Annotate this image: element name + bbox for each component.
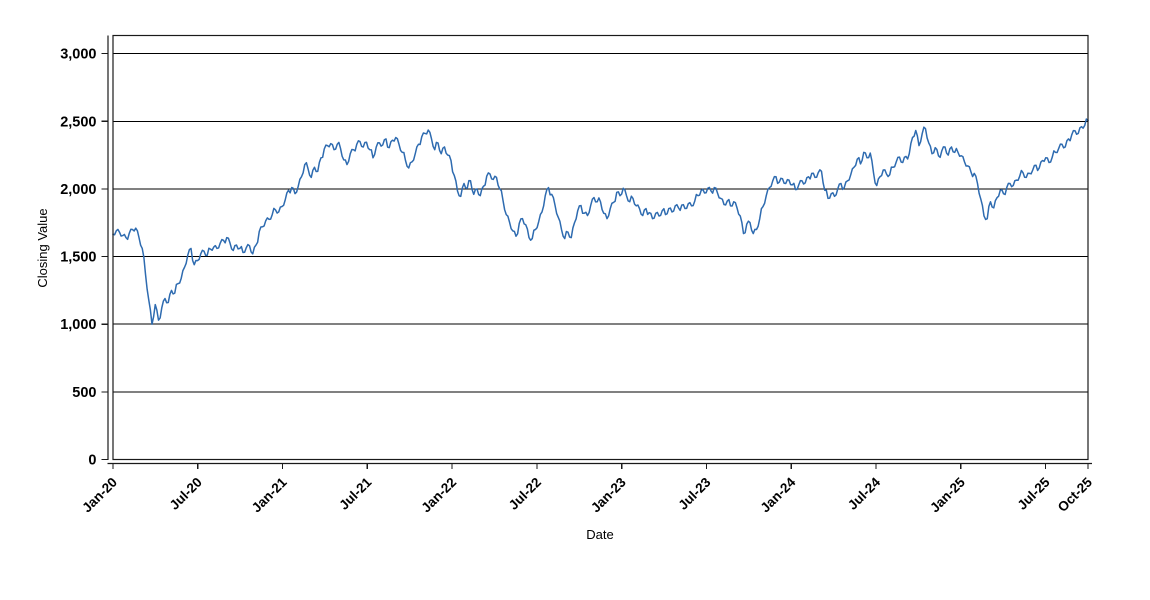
x-tick-label: Jan-20 bbox=[79, 475, 120, 516]
y-tick-labels: 0 500 1,000 1,500 2,000 2,500 3,000 bbox=[60, 47, 96, 469]
y-tick-label: 0 bbox=[88, 453, 96, 469]
x-tick-label: Jul-23 bbox=[675, 474, 714, 513]
x-tick-label: Jul-20 bbox=[167, 475, 205, 513]
y-tick-label: 1,500 bbox=[60, 250, 96, 266]
x-tick-label: Jan-23 bbox=[588, 474, 629, 515]
gridlines bbox=[113, 53, 1088, 393]
x-tick-label: Oct-25 bbox=[1055, 474, 1096, 515]
x-tick-label: Jul-22 bbox=[506, 475, 544, 513]
x-tick-label: Jan-24 bbox=[758, 474, 799, 515]
x-tick-label: Jul-21 bbox=[336, 474, 375, 513]
y-ticks bbox=[101, 53, 108, 461]
plot-border bbox=[112, 34, 1089, 461]
x-tick-label: Jul-24 bbox=[845, 474, 884, 513]
x-tick-label: Jul-25 bbox=[1015, 474, 1054, 513]
y-axis-title: Closing Value bbox=[35, 208, 50, 287]
x-tick-label: Jan-25 bbox=[927, 474, 968, 515]
series-line bbox=[112, 118, 1089, 325]
x-ticks bbox=[112, 463, 1089, 469]
x-tick-label: Jan-22 bbox=[418, 475, 459, 516]
x-tick-label: Jan-21 bbox=[249, 474, 290, 515]
y-tick-label: 2,000 bbox=[60, 182, 96, 198]
x-axis-title: Date bbox=[586, 527, 613, 542]
y-tick-label: 500 bbox=[72, 385, 96, 401]
y-tick-label: 3,000 bbox=[60, 47, 96, 63]
series-group bbox=[112, 118, 1089, 325]
y-tick-label: 2,500 bbox=[60, 114, 96, 130]
x-tick-labels: Jan-20 Jul-20 Jan-21 Jul-21 Jan-22 Jul-22 Jan-… bbox=[79, 474, 1095, 515]
y-tick-label: 1,000 bbox=[60, 317, 96, 333]
